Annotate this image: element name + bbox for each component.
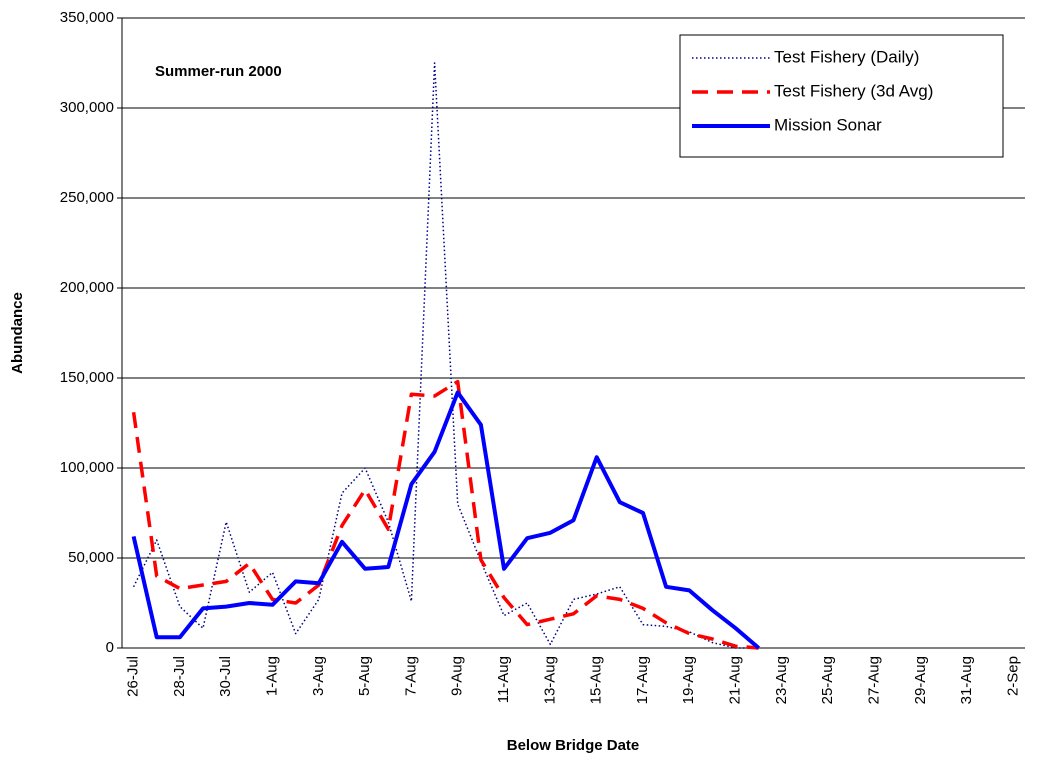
y-tick-label: 50,000 [68,549,114,566]
y-tick-label: 100,000 [60,459,114,476]
y-tick-label: 0 [106,639,114,656]
x-tick-label: 5-Aug [356,656,373,696]
legend-label: Test Fishery (Daily) [774,47,919,66]
x-tick-label: 9-Aug [449,656,466,696]
x-tick-label: 31-Aug [958,656,975,704]
y-tick-label: 300,000 [60,99,114,116]
x-tick-label: 2-Sep [1004,656,1021,696]
series-line [131,390,761,650]
x-tick-label: 30-Jul [217,656,234,697]
y-tick-label: 150,000 [60,369,114,386]
x-tick-label: 7-Aug [402,656,419,696]
legend-box [679,34,1004,158]
x-tick-label: 27-Aug [865,656,882,704]
legend-label: Mission Sonar [774,115,882,134]
legend-label: Test Fishery (3d Avg) [774,81,933,100]
x-tick-label: 29-Aug [912,656,929,704]
x-tick-label: 23-Aug [773,656,790,704]
x-tick-label: 13-Aug [541,656,558,704]
x-tick-label: 1-Aug [263,656,280,696]
x-tick-label: 21-Aug [727,656,744,704]
series-line [131,379,759,650]
y-tick-label: 250,000 [60,189,114,206]
x-tick-label: 15-Aug [588,656,605,704]
y-tick-label: 350,000 [60,9,114,26]
x-axis-label: Below Bridge Date [507,737,640,754]
chart-title: Summer-run 2000 [155,63,282,80]
y-axis-label: Abundance [9,292,26,374]
x-tick-label: 3-Aug [310,656,327,696]
legend: Test Fishery (Daily) Test Fishery (3d Avg… [679,34,1004,158]
x-tick-label: 19-Aug [680,656,697,704]
x-tick-label: 26-Jul [125,656,142,697]
series-line [132,62,759,649]
x-tick-label: 25-Aug [819,656,836,704]
x-tick-label: 28-Jul [171,656,188,697]
x-tick-label: 11-Aug [495,656,512,703]
y-tick-label: 200,000 [60,279,114,296]
x-tick-label: 17-Aug [634,656,651,704]
